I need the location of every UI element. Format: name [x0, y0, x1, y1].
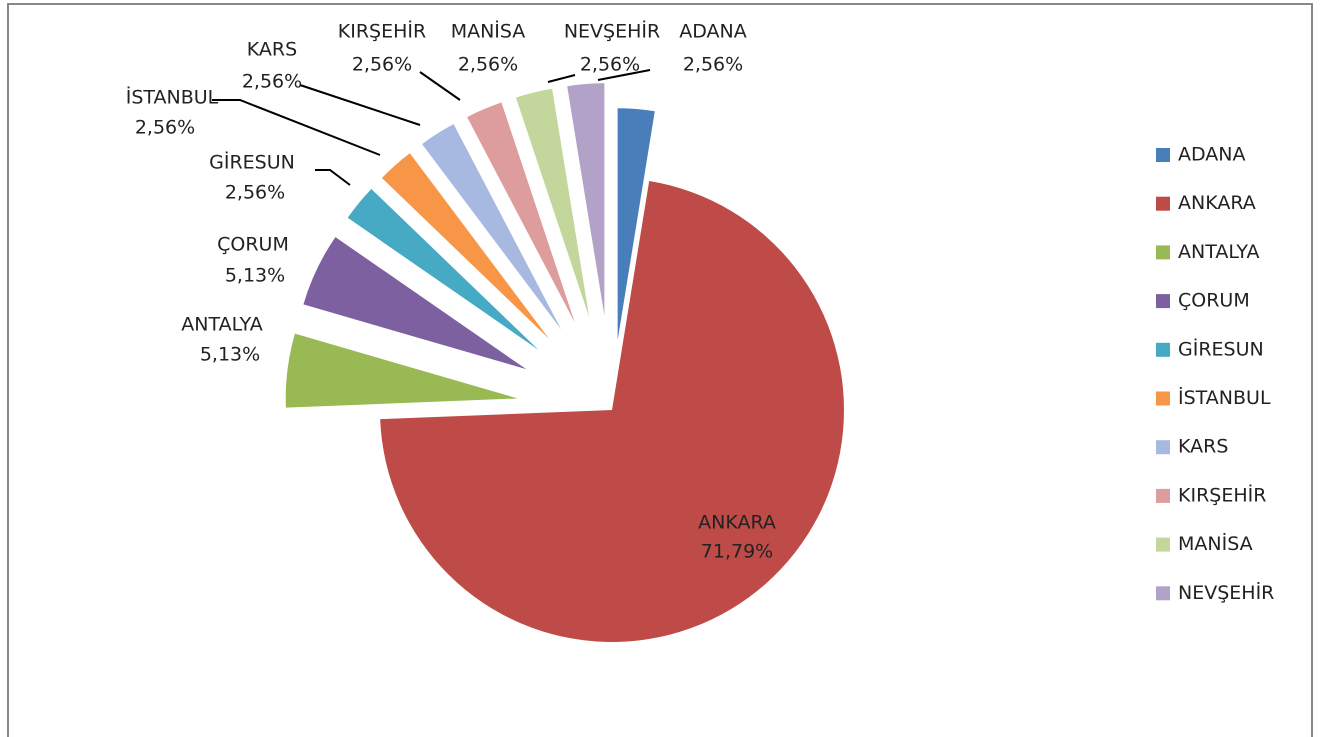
pie-slice: [303, 237, 527, 370]
legend-label: ANTALYA: [1178, 241, 1260, 263]
data-label-name: NEVŞEHİR: [564, 20, 660, 43]
data-label-value: 2,56%: [683, 54, 743, 76]
legend-label: İSTANBUL: [1178, 386, 1271, 409]
leader-line: [547, 74, 576, 83]
pie-slice: [617, 108, 655, 341]
data-label-name: KARS: [247, 39, 297, 61]
legend-swatch: [1156, 196, 1170, 211]
data-label-value: 2,56%: [352, 54, 412, 76]
data-label-value: 5,13%: [200, 344, 260, 366]
data-label-name: ÇORUM: [217, 234, 289, 256]
leader-line: [299, 84, 421, 126]
data-label-name: ANKARA: [698, 512, 776, 534]
leader-line: [597, 69, 651, 81]
data-label-value: 2,56%: [242, 71, 302, 93]
legend-label: GİRESUN: [1178, 337, 1264, 360]
pie-slice: [285, 333, 518, 408]
legend-label: NEVŞEHİR: [1178, 581, 1274, 604]
pie-slice: [467, 102, 575, 323]
legend-label: KIRŞEHİR: [1178, 483, 1266, 506]
data-label-value: 5,13%: [225, 265, 285, 287]
data-label-value: 71,79%: [701, 541, 773, 563]
pie-slice: [422, 124, 562, 330]
pie-slice: [347, 188, 539, 350]
data-label-value: 2,56%: [458, 54, 518, 76]
data-label-value: 2,56%: [135, 117, 195, 139]
legend-swatch: [1156, 586, 1170, 601]
leader-lines: [212, 69, 651, 186]
legend-swatch: [1156, 342, 1170, 357]
leader-line: [419, 71, 461, 101]
data-label-name: GİRESUN: [209, 151, 295, 174]
legend-swatch: [1156, 294, 1170, 309]
legend-swatch: [1156, 537, 1170, 552]
leader-line: [315, 169, 351, 186]
pie-slice: [567, 83, 605, 316]
legend-label: ÇORUM: [1178, 290, 1250, 312]
data-label-name: ANTALYA: [181, 314, 263, 336]
pie-slice: [381, 153, 550, 339]
data-label-value: 2,56%: [580, 54, 640, 76]
data-label-name: KIRŞEHİR: [338, 20, 426, 43]
legend-swatch: [1156, 391, 1170, 406]
leader-line: [212, 99, 381, 156]
legend-label: KARS: [1178, 436, 1228, 458]
legend-swatch: [1156, 488, 1170, 503]
data-label-name: İSTANBUL: [126, 86, 219, 109]
legend-label: ADANA: [1178, 144, 1246, 166]
legend-label: ANKARA: [1178, 192, 1256, 214]
data-label-name: MANİSA: [451, 20, 526, 43]
legend-label: MANİSA: [1178, 532, 1253, 555]
legend-swatch: [1156, 148, 1170, 162]
legend-swatch: [1156, 440, 1170, 455]
pie-slice: [380, 180, 845, 642]
data-label-name: ADANA: [679, 21, 747, 43]
pie-slice: [515, 88, 590, 318]
data-label-value: 2,56%: [225, 182, 285, 204]
legend-swatch: [1156, 245, 1170, 260]
